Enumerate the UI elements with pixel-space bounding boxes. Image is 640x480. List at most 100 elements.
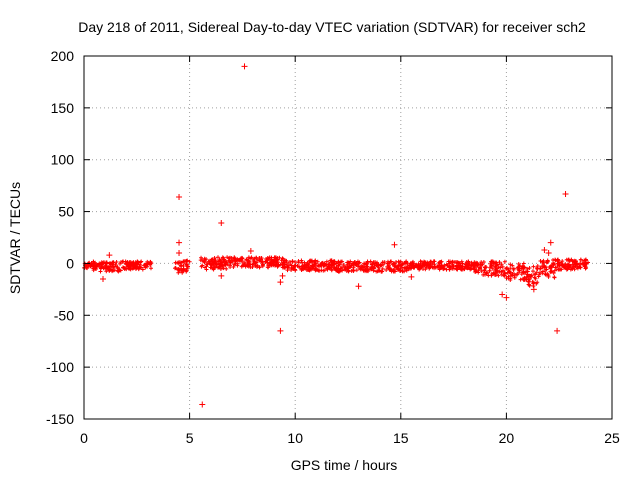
outlier-point (176, 194, 183, 201)
data-point (224, 259, 229, 264)
data-point (101, 266, 106, 271)
data-point (249, 255, 254, 260)
data-point (531, 264, 536, 269)
data-point (492, 264, 497, 269)
data-point (551, 271, 556, 276)
data-point (200, 258, 205, 263)
data-point (315, 268, 320, 273)
data-point (107, 268, 112, 273)
data-point (525, 266, 530, 271)
data-point (182, 268, 187, 273)
data-point (376, 268, 381, 273)
data-point (404, 267, 409, 272)
outlier-point (106, 252, 113, 259)
data-point (414, 262, 419, 267)
chart-title: Day 218 of 2011, Sidereal Day-to-day VTE… (78, 19, 586, 35)
data-point (308, 258, 313, 263)
data-point (400, 261, 405, 266)
data-point (583, 258, 588, 263)
data-point (108, 261, 113, 266)
data-point (557, 263, 562, 268)
data-point (273, 257, 278, 262)
data-point (297, 265, 302, 270)
data-point (329, 258, 334, 263)
data-point (475, 264, 480, 269)
data-point (331, 259, 336, 264)
outlier-point (277, 279, 284, 286)
data-point (334, 265, 339, 270)
data-point (179, 268, 184, 273)
data-point (283, 264, 288, 269)
outlier-point (277, 327, 284, 334)
data-point (493, 260, 498, 265)
data-point (373, 259, 378, 264)
data-point (357, 260, 362, 265)
data-point (510, 263, 515, 268)
data-point (572, 267, 577, 272)
data-point (430, 261, 435, 266)
data-point (441, 266, 446, 271)
data-point (385, 261, 390, 266)
data-point (374, 269, 379, 274)
data-point (350, 261, 355, 266)
data-point (268, 260, 273, 265)
data-point (533, 276, 538, 281)
data-point (84, 265, 89, 270)
outlier-point (176, 239, 183, 246)
data-point (139, 259, 144, 264)
data-point (516, 268, 521, 273)
data-point (321, 263, 326, 268)
y-tick-label: 50 (58, 204, 74, 220)
data-point (428, 259, 433, 264)
grid-lines (84, 56, 612, 419)
data-point (186, 264, 191, 269)
data-point (351, 268, 356, 273)
outlier-point (247, 247, 254, 254)
data-point (285, 263, 290, 268)
outlier-point (562, 190, 569, 197)
data-point (219, 262, 224, 267)
data-point (531, 280, 536, 285)
data-point (541, 264, 546, 269)
data-point (178, 260, 183, 265)
data-point (251, 261, 256, 266)
data-point (405, 264, 410, 269)
y-axis-label: SDTVAR / TECUs (7, 182, 23, 294)
data-point (342, 267, 347, 272)
data-point (338, 268, 343, 273)
data-point (239, 258, 244, 263)
data-point (496, 265, 501, 270)
y-tick-label: 200 (51, 48, 75, 64)
data-point (518, 277, 523, 282)
data-point (511, 267, 516, 272)
data-point (254, 260, 259, 265)
data-point (508, 278, 513, 282)
outlier-point (100, 275, 107, 282)
data-point (568, 263, 573, 268)
data-point (346, 269, 351, 274)
data-point (285, 268, 290, 273)
data-point (292, 264, 297, 269)
data-point (438, 265, 443, 270)
data-point (124, 267, 129, 272)
data-point (228, 260, 233, 265)
data-point (134, 264, 139, 269)
outlier-point (545, 250, 552, 257)
data-point (316, 263, 321, 268)
data-point (553, 258, 558, 263)
data-point (560, 259, 565, 264)
data-point (526, 277, 531, 282)
data-point (260, 259, 265, 264)
data-point (365, 264, 370, 269)
data-point (211, 267, 216, 272)
data-point (466, 259, 471, 264)
data-point (394, 265, 399, 270)
data-point (507, 269, 512, 274)
data-point (91, 268, 96, 273)
data-point (421, 262, 426, 267)
data-point (117, 267, 122, 272)
data-point (486, 273, 491, 278)
data-point (554, 267, 559, 272)
data-point (270, 261, 275, 266)
data-point (382, 260, 387, 265)
